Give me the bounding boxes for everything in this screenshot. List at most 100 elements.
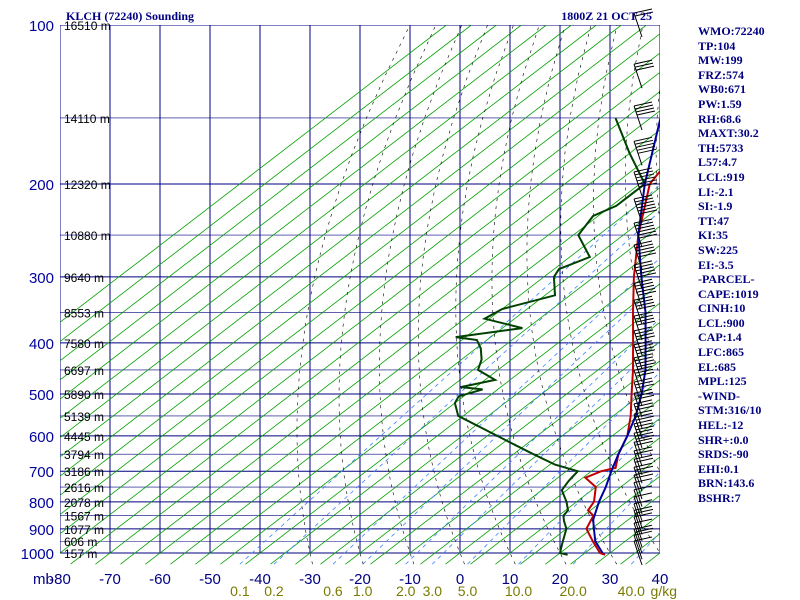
chart-title: KLCH (72240) Sounding bbox=[66, 9, 194, 23]
wind-barb-feather bbox=[635, 371, 655, 377]
isotherm-line bbox=[295, 283, 660, 565]
wind-barb-feather bbox=[633, 505, 653, 511]
wind-barb bbox=[633, 388, 655, 418]
wind-barb-staff bbox=[633, 450, 643, 476]
wind-barb-feather bbox=[634, 62, 654, 68]
index-item: L57:4.7 bbox=[698, 155, 737, 170]
wind-barb bbox=[633, 512, 653, 541]
isotherm-line bbox=[320, 302, 660, 565]
isotherm-line bbox=[570, 494, 660, 565]
index-item: LCL:900 bbox=[698, 315, 745, 330]
temperature-tick-label: -10 bbox=[399, 571, 421, 588]
mixing-ratio-label: 5.0 bbox=[458, 583, 478, 599]
isotherm-line bbox=[60, 90, 660, 554]
isotherm-line bbox=[495, 437, 660, 565]
wind-barb-feather bbox=[633, 278, 653, 284]
wind-barb-feather bbox=[635, 142, 655, 148]
mixing-ratio-line bbox=[432, 340, 660, 565]
wind-barb-feather bbox=[633, 240, 653, 246]
dry-adiabat-line bbox=[296, 25, 411, 565]
isotherm-line bbox=[60, 25, 622, 458]
height-label: 3186 m bbox=[64, 465, 104, 479]
height-label: 12320 m bbox=[64, 178, 111, 192]
wind-barb-feather bbox=[633, 512, 653, 518]
wind-barb bbox=[633, 499, 653, 528]
wind-barb-feather bbox=[633, 326, 653, 332]
dewpoint-trace bbox=[453, 117, 647, 556]
height-label: 6697 m bbox=[64, 364, 104, 378]
wind-barb-feather bbox=[633, 518, 653, 524]
mixing-ratio-line bbox=[273, 210, 660, 565]
wind-barb-feather bbox=[634, 527, 654, 533]
wind-barb-feather bbox=[634, 380, 654, 386]
wind-barb-feather bbox=[635, 346, 655, 352]
pressure-label: 900 bbox=[29, 522, 54, 539]
wind-barb-feather bbox=[633, 136, 653, 142]
wind-barb bbox=[633, 136, 657, 166]
wind-barb bbox=[633, 295, 656, 325]
wind-barb-feather bbox=[633, 311, 653, 317]
index-item: -PARCEL- bbox=[698, 272, 755, 287]
wind-barb bbox=[633, 470, 654, 500]
wind-barb-feather bbox=[633, 101, 653, 107]
wind-barb-feather bbox=[637, 148, 657, 154]
wind-barb-feather bbox=[633, 218, 653, 224]
index-item: LI:-2.1 bbox=[698, 184, 734, 199]
mixing-ratio-line bbox=[405, 317, 660, 565]
mixing-ratio-label: 20.0 bbox=[560, 583, 587, 599]
height-label: 1567 m bbox=[64, 510, 104, 524]
index-item: BRN:143.6 bbox=[698, 476, 755, 491]
wind-barb-feather bbox=[633, 8, 653, 14]
wind-barb-staff bbox=[633, 540, 643, 566]
wind-barb-staff bbox=[633, 522, 643, 548]
wind-barb-feather bbox=[638, 182, 658, 188]
mixing-ratio-label: 40.0 bbox=[618, 583, 645, 599]
dry-adiabat-line bbox=[560, 25, 660, 554]
wind-barb-feather bbox=[637, 252, 657, 258]
wind-barb-staff bbox=[633, 489, 643, 514]
wind-barb-staff bbox=[633, 300, 643, 325]
index-item: TT:47 bbox=[698, 213, 730, 228]
pressure-label: 100 bbox=[29, 18, 54, 35]
wind-barb bbox=[633, 492, 653, 522]
temperature-tick-label: -30 bbox=[299, 571, 321, 588]
index-item: MAXT:30.2 bbox=[698, 126, 759, 141]
mixing-ratio-label: 0.6 bbox=[323, 583, 343, 599]
wind-barb-staff bbox=[633, 12, 643, 38]
isotherm-line bbox=[445, 398, 660, 565]
wind-barb bbox=[633, 530, 653, 560]
wind-barb-feather bbox=[633, 365, 653, 371]
wind-barb bbox=[633, 536, 653, 566]
height-label: 7580 m bbox=[64, 337, 104, 351]
height-label: 10880 m bbox=[64, 229, 111, 243]
temperature-tick-label: 20 bbox=[552, 571, 569, 588]
wind-barb-feather bbox=[633, 295, 653, 301]
temperature-tick-label: -60 bbox=[149, 571, 171, 588]
index-item: CAPE:1019 bbox=[698, 286, 759, 301]
wind-barb-feather bbox=[635, 246, 655, 252]
wind-barb-feather bbox=[633, 59, 653, 65]
isotherm-line bbox=[220, 225, 660, 565]
wind-barb-feather bbox=[637, 290, 657, 296]
mixing-ratio-label: 1.0 bbox=[353, 583, 373, 599]
temperature-tick-label: 30 bbox=[602, 571, 619, 588]
isotherm-line bbox=[60, 25, 572, 419]
index-item: -WIND- bbox=[698, 388, 740, 403]
temperature-tick-label: 10 bbox=[502, 571, 519, 588]
isotherm-line bbox=[370, 340, 660, 565]
isotherm-line bbox=[60, 25, 497, 362]
wind-barb-feather bbox=[633, 462, 653, 468]
wind-barb bbox=[633, 8, 654, 38]
wind-barb-feather bbox=[633, 470, 653, 476]
temperature-tick-label: 40 bbox=[652, 571, 669, 588]
wind-barb-feather bbox=[634, 473, 654, 479]
wind-barb-staff bbox=[633, 516, 643, 541]
pressure-label: 400 bbox=[29, 336, 54, 353]
wind-barb-feather bbox=[634, 465, 654, 471]
isotherm-line bbox=[145, 167, 660, 565]
wind-barb-feather bbox=[635, 317, 655, 323]
mixing-ratio-label: 0.1 bbox=[230, 583, 250, 599]
wind-barb-feather bbox=[633, 340, 653, 346]
isotherm-line bbox=[60, 25, 547, 400]
